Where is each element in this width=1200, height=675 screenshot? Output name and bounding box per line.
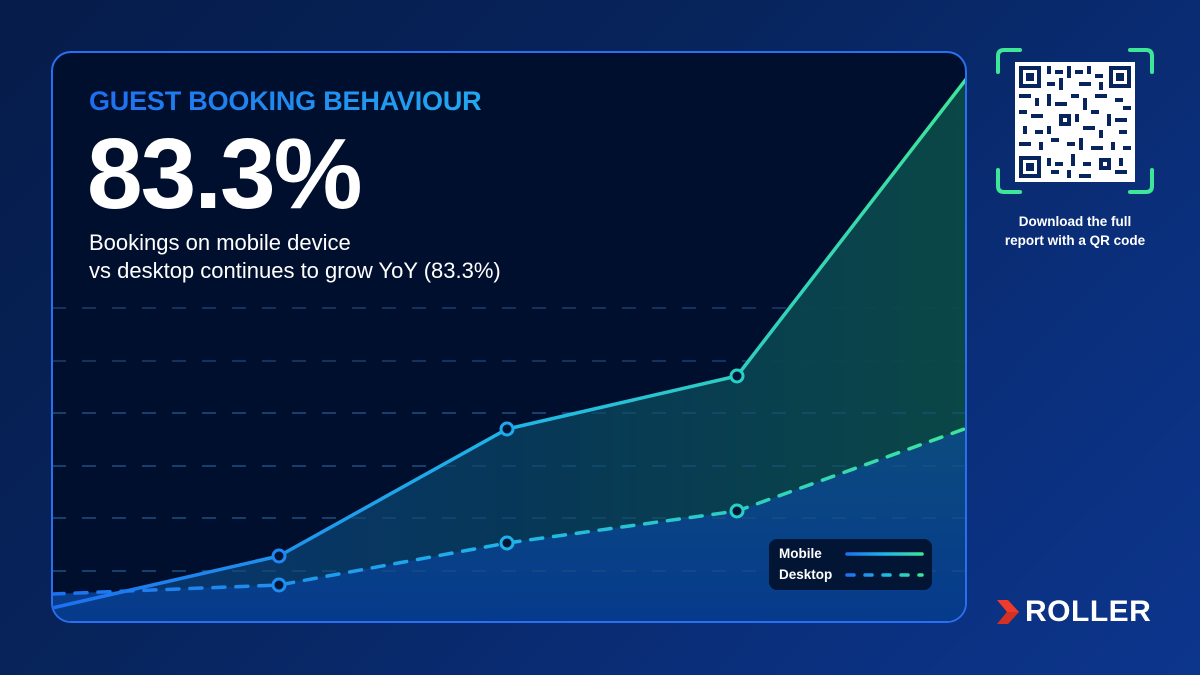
chart-title: GUEST BOOKING BEHAVIOUR: [89, 86, 482, 116]
qr-frame-brackets: [996, 48, 1154, 194]
desktop-area: [53, 428, 965, 621]
roller-chevron-icon: [997, 600, 1019, 624]
mobile-markers: [271, 368, 745, 564]
qr-caption-line-2: report with a QR code: [1004, 233, 1146, 248]
legend-mobile-label: Mobile: [779, 546, 822, 561]
subtitle-line-2: vs desktop continues to grow YoY (83.3%): [89, 258, 501, 283]
qr-caption: Download the full report with a QR code: [975, 212, 1175, 250]
headline-value: 83.3%: [87, 118, 363, 230]
qr-code-block[interactable]: [996, 48, 1154, 194]
chart-panel: GUEST BOOKING BEHAVIOUR 83.3% Bookings o…: [51, 51, 967, 623]
qr-caption-line-1: Download the full: [1018, 214, 1132, 229]
chart-legend: Mobile Desktop: [769, 539, 932, 590]
mobile-area: [53, 80, 965, 621]
legend-desktop-label: Desktop: [779, 567, 833, 582]
qr-code-icon[interactable]: [996, 48, 1154, 194]
brand-name: ROLLER: [1025, 595, 1152, 628]
desktop-markers: [271, 503, 745, 593]
line-chart: [53, 77, 965, 621]
chart-subtitle: Bookings on mobile device vs desktop con…: [89, 229, 501, 285]
legend-swatches: [845, 552, 924, 577]
subtitle-line-1: Bookings on mobile device: [89, 230, 351, 255]
roller-logo: ROLLER: [997, 595, 1151, 629]
